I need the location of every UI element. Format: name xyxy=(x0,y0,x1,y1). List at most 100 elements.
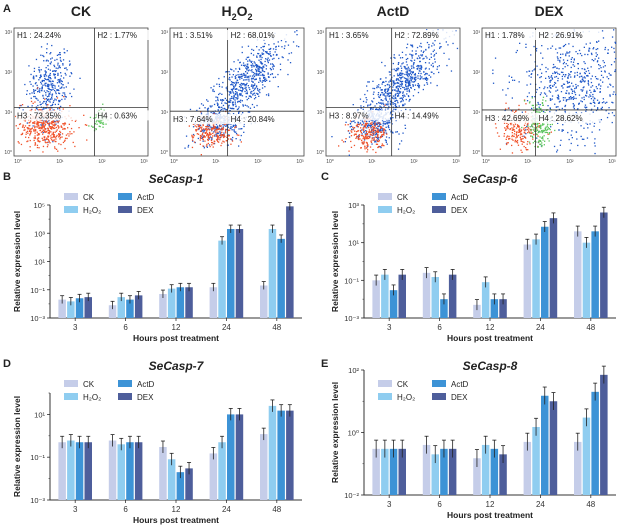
flow-dot xyxy=(579,52,582,55)
flow-dot xyxy=(26,140,28,143)
flow-dot xyxy=(383,105,385,107)
flow-dot xyxy=(58,92,60,94)
flow-dot xyxy=(256,86,258,88)
flow-dot xyxy=(45,138,47,140)
flow-dot xyxy=(221,134,223,136)
flow-quadrant-label-h2: H2 : 1.77% xyxy=(97,31,137,40)
flow-dot xyxy=(549,128,551,131)
flow-dot xyxy=(392,84,395,86)
flow-dot xyxy=(566,86,568,88)
flow-dot xyxy=(374,134,377,136)
flow-label-bg xyxy=(537,30,600,40)
flow-dot xyxy=(233,86,235,89)
flow-dot xyxy=(606,116,609,119)
flow-dot xyxy=(420,72,422,75)
flow-dot xyxy=(523,141,525,143)
flow-dot xyxy=(237,71,239,73)
legend-label: DEX xyxy=(137,393,154,402)
flow-dot xyxy=(584,72,586,75)
flow-dot xyxy=(273,43,275,45)
flow-dot xyxy=(362,136,365,138)
flow-dot xyxy=(596,87,598,90)
flow-dot xyxy=(64,95,66,98)
flow-dot xyxy=(94,123,96,125)
flow-dot xyxy=(541,144,543,147)
flow-dot xyxy=(510,122,513,124)
bar-actd xyxy=(490,299,499,318)
flow-dot xyxy=(244,74,246,76)
flow-dot xyxy=(558,73,561,75)
flow-dot xyxy=(50,137,52,139)
flow-dot xyxy=(58,143,60,145)
flow-dot xyxy=(506,142,508,144)
flow-dot xyxy=(439,42,441,45)
flow-dot xyxy=(407,86,409,88)
flow-dot xyxy=(403,65,405,68)
flow-dot xyxy=(63,128,65,130)
flow-dot xyxy=(602,98,604,100)
flow-dot xyxy=(21,104,24,106)
flow-dot xyxy=(208,124,211,126)
flow-dot xyxy=(228,101,230,103)
flow-dot xyxy=(230,68,232,70)
flow-dot xyxy=(376,85,378,87)
flow-dot xyxy=(566,80,568,83)
flow-dot xyxy=(362,129,365,131)
flow-dot xyxy=(262,74,264,77)
flow-dot xyxy=(363,141,365,143)
flow-dot xyxy=(570,66,572,69)
flow-dot xyxy=(365,133,367,136)
flow-dot xyxy=(215,132,217,134)
flow-dot xyxy=(57,127,60,129)
flow-dot xyxy=(401,63,403,65)
flow-dot xyxy=(227,144,229,146)
flow-dot xyxy=(513,112,516,114)
flow-dot xyxy=(254,79,256,81)
flow-dot xyxy=(58,100,60,103)
flow-dot xyxy=(252,81,254,83)
flow-dot xyxy=(377,122,380,125)
flow-dot xyxy=(53,134,55,136)
flow-dot xyxy=(43,55,45,58)
flow-dot xyxy=(38,121,40,123)
flow-x-tick: 10³ xyxy=(296,159,304,165)
flow-dot xyxy=(533,69,535,71)
flow-dot xyxy=(233,94,235,96)
flow-dot xyxy=(202,136,205,138)
flow-dot xyxy=(450,70,453,72)
flow-dot xyxy=(55,121,57,123)
bar-ck xyxy=(473,304,481,318)
flow-dot xyxy=(377,146,380,148)
flow-dot xyxy=(243,72,245,75)
flow-dot xyxy=(253,75,256,78)
flow-dot xyxy=(37,91,39,93)
flow-x-tick: 10⁰ xyxy=(170,159,178,165)
flow-dot xyxy=(215,133,217,136)
flow-dot xyxy=(357,130,360,132)
flow-dot xyxy=(48,124,50,126)
flow-dot xyxy=(614,41,616,43)
flow-dot xyxy=(74,120,77,122)
flow-dot xyxy=(27,105,29,108)
flow-dot xyxy=(397,67,399,69)
flow-dot xyxy=(594,102,596,104)
flow-dot xyxy=(534,123,536,126)
flow-dot xyxy=(204,140,206,142)
flow-dot xyxy=(408,83,410,85)
flow-dot xyxy=(565,63,567,65)
flow-dot xyxy=(37,139,39,141)
flow-dot xyxy=(44,128,47,130)
flow-dot xyxy=(71,73,73,75)
bar-h2o2 xyxy=(117,297,125,318)
flow-dot xyxy=(571,137,573,139)
flow-dot xyxy=(33,91,35,93)
flow-dot xyxy=(246,82,248,85)
flow-dot xyxy=(63,48,65,50)
flow-dot xyxy=(51,133,53,135)
flow-dot xyxy=(205,145,208,147)
flow-dot xyxy=(71,119,73,122)
flow-dot xyxy=(55,123,57,125)
flow-dot xyxy=(39,101,41,103)
flow-dot xyxy=(100,121,102,124)
flow-dot xyxy=(184,147,186,149)
